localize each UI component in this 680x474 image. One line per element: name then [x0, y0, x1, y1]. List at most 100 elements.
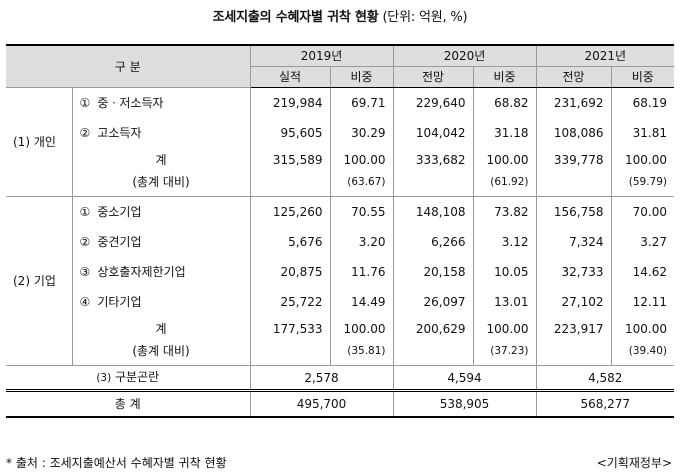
- row-label: ② 고소득자: [72, 118, 251, 148]
- table-row: ② 고소득자 95,605 30.29 104,042 31.18 108,08…: [6, 118, 674, 148]
- row-marker: ①: [79, 205, 91, 219]
- cell: 3.12: [472, 227, 537, 257]
- blank-cell: [249, 172, 331, 197]
- cell: 4,594: [392, 365, 537, 391]
- row-label-text: 기타기업: [97, 295, 142, 309]
- group-label-personal: (1) 개인: [6, 87, 73, 197]
- row-label: (총계 대비): [72, 341, 251, 366]
- row-label: (총계 대비): [72, 172, 251, 197]
- header-sub: 비중: [329, 66, 394, 88]
- agency-note: <기획재정부>: [596, 456, 672, 470]
- cell: 333,682: [392, 148, 474, 172]
- cell: 13.01: [472, 287, 537, 317]
- header-row-sub: 실적 비중 전망 비중 전망 비중: [6, 66, 674, 88]
- cell: 200,629: [392, 317, 474, 341]
- table-row: (1) 개인 ① 중ㆍ저소득자 219,984 69.71 229,640 68…: [6, 87, 674, 197]
- row-marker: (3): [96, 372, 112, 384]
- cell: 26,097: [392, 287, 474, 317]
- table-row: ④ 기타기업 25,722 14.49 26,097 13.01 27,102 …: [6, 287, 674, 317]
- cell: 339,778: [535, 148, 612, 172]
- benefit-table: 구 분 2019년 2020년 2021년 실적 비중 전망 비중 전망 비중 …: [6, 44, 674, 418]
- blank-cell: [392, 172, 474, 197]
- row-label: ① 중소기업: [71, 196, 251, 227]
- table-row-total: 총 계 495,700 538,905 568,277: [6, 389, 674, 418]
- row-marker: ②: [79, 126, 91, 140]
- cell: 68.82: [472, 87, 537, 118]
- cell: 32,733: [535, 257, 612, 287]
- row-label-text: 중견기업: [97, 235, 142, 249]
- row-label-text: 구분곤란: [115, 370, 160, 384]
- cell: 229,640: [392, 87, 474, 118]
- row-marker: ④: [79, 295, 91, 309]
- header-year: 2021년: [535, 44, 674, 67]
- cell: 148,108: [392, 196, 474, 227]
- row-label-text: 고소득자: [97, 126, 142, 140]
- cell: 7,324: [535, 227, 612, 257]
- cell: 12.11: [610, 287, 674, 317]
- cell: 3.27: [610, 227, 674, 257]
- cell: 125,260: [249, 196, 331, 227]
- cell: 6,266: [392, 227, 474, 257]
- cell: 4,582: [535, 365, 674, 391]
- row-marker: ①: [79, 96, 91, 110]
- cell: 223,917: [535, 317, 612, 341]
- row-label: 계: [72, 148, 251, 172]
- cell: 3.20: [329, 227, 394, 257]
- cell: 100.00: [472, 148, 537, 172]
- row-label-text: 중소기업: [97, 205, 142, 219]
- blank-cell: [535, 341, 612, 366]
- cell: 20,875: [249, 257, 331, 287]
- table-row: ② 중견기업 5,676 3.20 6,266 3.12 7,324 3.27: [6, 227, 674, 257]
- cell: 14.49: [329, 287, 394, 317]
- cell: (61.92): [472, 172, 537, 197]
- cell: 10.05: [472, 257, 537, 287]
- cell: 95,605: [249, 118, 331, 148]
- blank-cell: [535, 172, 612, 197]
- header-row-years: 구 분 2019년 2020년 2021년: [6, 44, 674, 88]
- row-label-text: 중ㆍ저소득자: [97, 96, 164, 110]
- cell: 70.00: [610, 196, 674, 227]
- cell: 100.00: [329, 317, 394, 341]
- header-sub: 전망: [392, 66, 474, 88]
- source-note: * 출처 : 조세지출예산서 수혜자별 귀착 현황: [6, 456, 227, 470]
- cell: 11.76: [329, 257, 394, 287]
- cell: 2,578: [249, 365, 394, 391]
- cell: 100.00: [472, 317, 537, 341]
- table-row: 계 315,589 100.00 333,682 100.00 339,778 …: [6, 148, 674, 172]
- cell: 69.71: [329, 87, 394, 118]
- cell: 68.19: [610, 87, 674, 118]
- cell: 156,758: [535, 196, 612, 227]
- row-label: 계: [72, 317, 251, 341]
- row-marker: ③: [79, 265, 91, 279]
- header-sub: 비중: [472, 66, 537, 88]
- cell: (37.23): [472, 341, 537, 366]
- cell: 568,277: [535, 389, 674, 418]
- cell: 177,533: [249, 317, 331, 341]
- cell: 219,984: [249, 87, 331, 118]
- cell: (63.67): [329, 172, 394, 197]
- row-label: ① 중ㆍ저소득자: [71, 87, 251, 118]
- cell: 108,086: [535, 118, 612, 148]
- cell: 30.29: [329, 118, 394, 148]
- header-sub: 비중: [610, 66, 674, 88]
- header-year: 2019년: [249, 44, 394, 67]
- row-marker: ②: [79, 235, 91, 249]
- blank-cell: [249, 341, 331, 366]
- table-row: ③ 상호출자제한기업 20,875 11.76 20,158 10.05 32,…: [6, 257, 674, 287]
- table-row: (3) 구분곤란 2,578 4,594 4,582: [6, 365, 674, 391]
- table-row: (총계 대비) (63.67) (61.92) (59.79): [6, 172, 674, 197]
- header-sub: 실적: [250, 66, 331, 88]
- table-row: (2) 기업 ① 중소기업 125,260 70.55 148,108 73.8…: [6, 196, 674, 366]
- cell: 495,700: [249, 389, 394, 418]
- cell: 100.00: [610, 148, 674, 172]
- cell: (35.81): [329, 341, 394, 366]
- cell: 100.00: [610, 317, 674, 341]
- cell: 100.00: [329, 148, 394, 172]
- cell: 315,589: [249, 148, 331, 172]
- group-label-corporate: (2) 기업: [6, 196, 73, 366]
- blank-cell: [392, 341, 474, 366]
- cell: (59.79): [610, 172, 674, 197]
- row-label: (3) 구분곤란: [6, 365, 251, 391]
- cell: 104,042: [392, 118, 474, 148]
- row-label: ④ 기타기업: [72, 287, 251, 317]
